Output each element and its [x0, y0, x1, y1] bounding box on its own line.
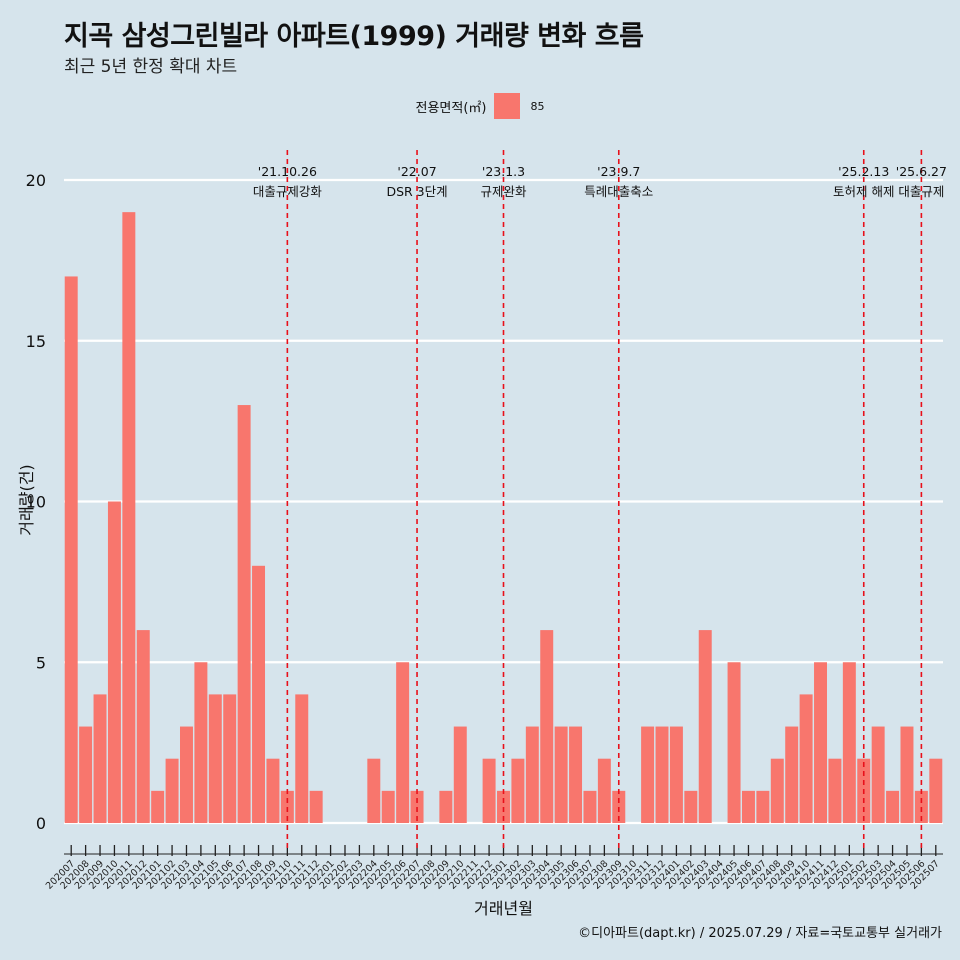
bar: [453, 726, 467, 823]
bar: [223, 694, 237, 823]
event-date: '21.10.26: [258, 164, 317, 179]
event-date: '23.1.3: [482, 164, 525, 179]
bar: [107, 501, 121, 823]
bar: [410, 790, 424, 823]
bar: [482, 758, 496, 823]
event-date: '23.9.7: [597, 164, 640, 179]
bar: [540, 630, 554, 823]
legend-label: 85: [530, 99, 545, 113]
bar: [122, 212, 136, 823]
bar: [194, 662, 208, 823]
bar: [871, 726, 885, 823]
y-tick-label: 10: [26, 493, 46, 512]
bar: [266, 758, 280, 823]
event-label: 토허제 해제: [833, 184, 894, 199]
bar: [900, 726, 914, 823]
bar: [151, 790, 165, 823]
y-tick-label: 20: [26, 171, 46, 190]
bar: [439, 790, 453, 823]
event-label: 대출규제: [898, 184, 944, 199]
bar: [93, 694, 107, 823]
bar: [396, 662, 410, 823]
y-tick-label: 5: [36, 653, 46, 672]
bar: [612, 790, 626, 823]
event-date: '22.07: [397, 164, 436, 179]
bar: [237, 405, 251, 823]
bar: [309, 790, 323, 823]
bar: [597, 758, 611, 823]
legend-title: 전용면적(㎡): [415, 100, 487, 116]
source-caption: ©디아파트(dapt.kr) / 2025.07.29 / 자료=국토교통부 실…: [578, 926, 942, 941]
bar: [569, 726, 583, 823]
bar: [136, 630, 150, 823]
y-axis-title: 거래량(건): [17, 464, 36, 535]
event-date: '25.2.13: [838, 164, 889, 179]
bar: [770, 758, 784, 823]
bar: [914, 790, 928, 823]
bar: [165, 758, 179, 823]
bar: [497, 790, 510, 823]
event-label: 특례대출축소: [584, 184, 653, 199]
legend-swatch: [494, 93, 521, 119]
bar: [828, 758, 842, 823]
bar: [669, 726, 683, 823]
chart-title: 지곡 삼성그린빌라 아파트(1999) 거래량 변화 흐름: [64, 21, 644, 52]
bar: [698, 630, 712, 823]
bar: [886, 790, 900, 823]
bar: [554, 726, 568, 823]
bar: [280, 790, 294, 823]
bar: [684, 790, 698, 823]
bar: [179, 726, 193, 823]
bar: [756, 790, 770, 823]
event-label: 규제완화: [480, 184, 527, 199]
event-date: '25.6.27: [896, 164, 947, 179]
bar: [741, 790, 755, 823]
bar: [252, 565, 266, 823]
bar: [655, 726, 669, 823]
event-label: 대출규제강화: [253, 184, 323, 199]
bar: [814, 662, 828, 823]
bar: [525, 726, 539, 823]
bar: [641, 726, 655, 823]
x-axis-title: 거래년월: [474, 899, 533, 918]
bar: [367, 758, 381, 823]
bar: [511, 758, 525, 823]
chart-subtitle: 최근 5년 한정 확대 차트: [64, 57, 238, 77]
y-tick-label: 15: [26, 332, 46, 351]
legend: 전용면적(㎡) 85: [0, 93, 960, 119]
bar: [929, 758, 943, 823]
bar: [727, 662, 741, 823]
bar: [842, 662, 856, 823]
bar: [208, 694, 222, 823]
bar: [583, 790, 597, 823]
bar: [381, 790, 395, 823]
bar: [64, 276, 78, 823]
bar: [785, 726, 799, 823]
y-tick-label: 0: [36, 814, 46, 833]
bar: [79, 726, 93, 823]
bar: [799, 694, 813, 823]
event-label: DSR 3단계: [386, 184, 447, 199]
bar: [295, 694, 309, 823]
